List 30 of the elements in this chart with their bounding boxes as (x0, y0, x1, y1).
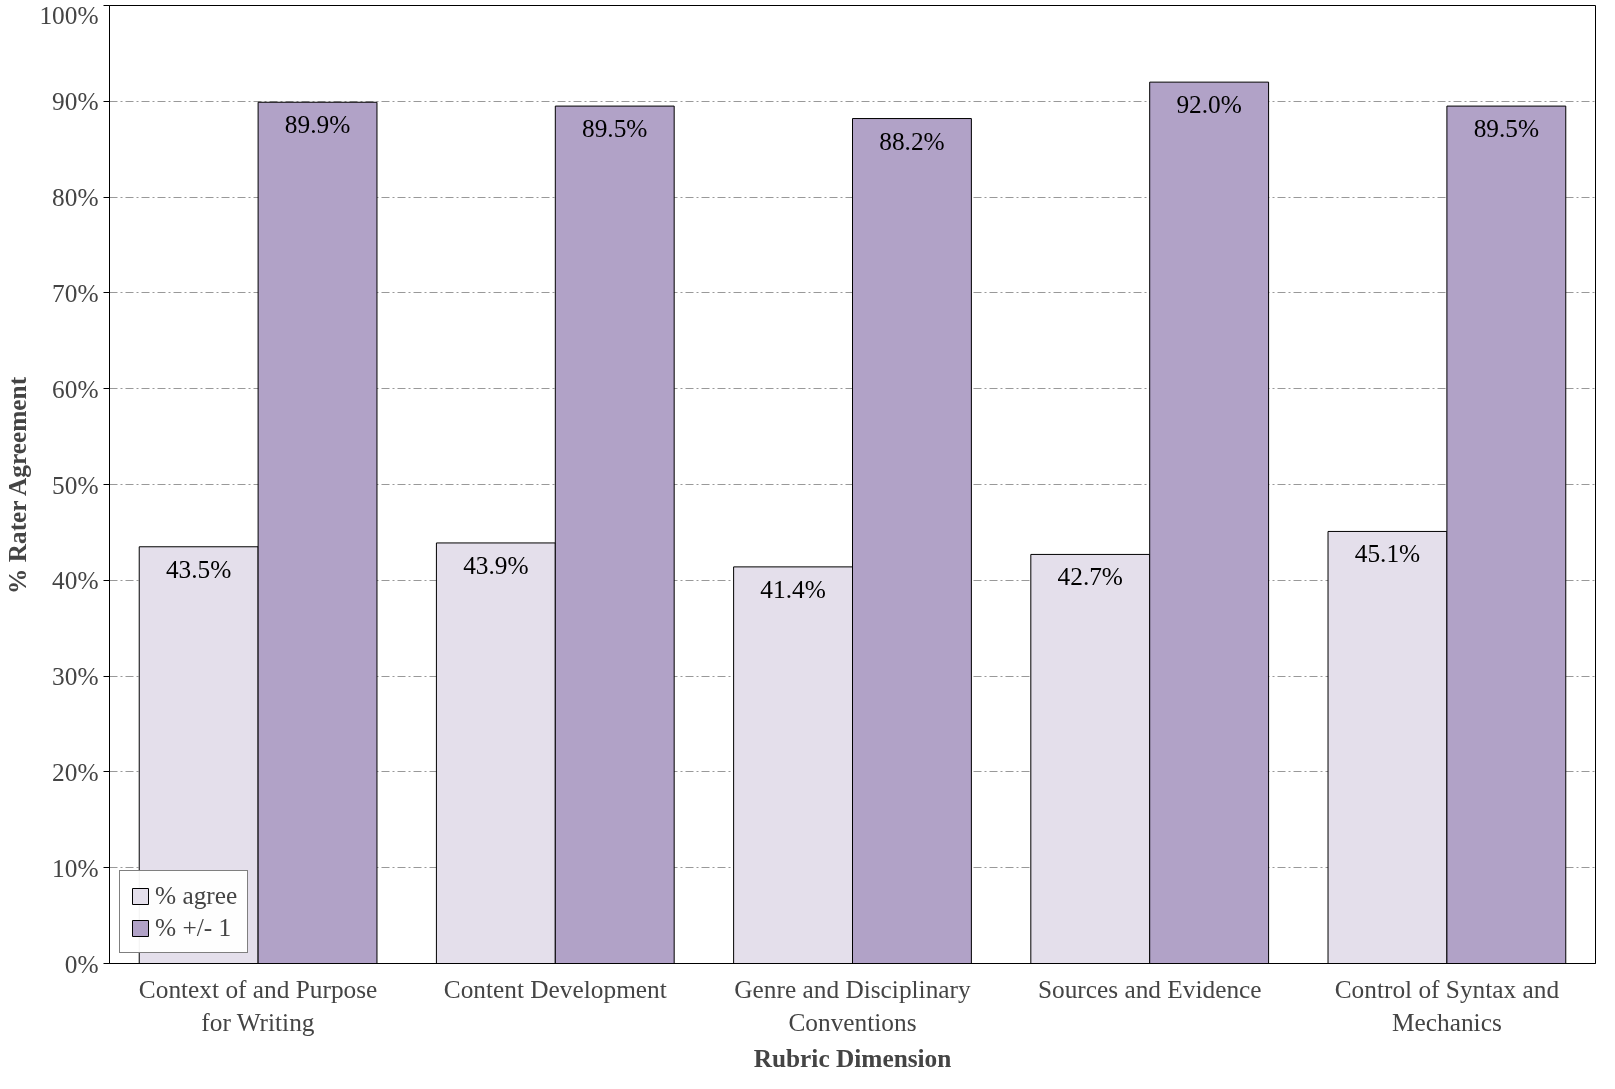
data-label: 92.0% (1176, 90, 1242, 119)
legend-label: % +/- 1 (155, 913, 232, 942)
y-tick-label: 40% (52, 566, 99, 595)
x-tick-label: Content Development (443, 974, 667, 1003)
y-tick-label: 10% (52, 853, 99, 882)
data-label: 89.5% (582, 114, 648, 143)
data-label: 43.5% (165, 554, 232, 583)
data-label: 42.7% (1057, 562, 1123, 591)
y-tick-label: 50% (52, 470, 99, 499)
data-label: 45.1% (1354, 539, 1421, 568)
y-tick-label: 70% (52, 278, 99, 307)
legend-label: % agree (155, 881, 238, 910)
y-axis-title: % Rater Agreement (3, 376, 32, 594)
x-tick-label: Genre and Disciplinary Conventions (734, 974, 971, 1037)
data-label: 43.9% (463, 550, 529, 579)
data-label: 89.5% (1473, 114, 1540, 143)
y-tick-label: 80% (52, 183, 99, 212)
y-tick-label: 30% (52, 662, 99, 691)
data-label: 41.4% (760, 574, 826, 603)
y-tick-label: 20% (52, 757, 99, 786)
x-tick-label: Control of Syntax and Mechanics (1334, 974, 1560, 1037)
y-tick-label: 0% (64, 949, 99, 978)
data-label: 88.2% (879, 126, 945, 155)
x-axis-title: Rubric Dimension (753, 1044, 952, 1073)
data-label: 89.9% (284, 110, 351, 139)
x-tick-label: Sources and Evidence (1037, 974, 1262, 1003)
y-tick-label: 60% (52, 374, 99, 403)
y-tick-label: 100% (39, 0, 99, 29)
y-tick-label: 90% (52, 87, 99, 116)
x-tick-label: Context of and Purpose for Writing (138, 974, 378, 1037)
